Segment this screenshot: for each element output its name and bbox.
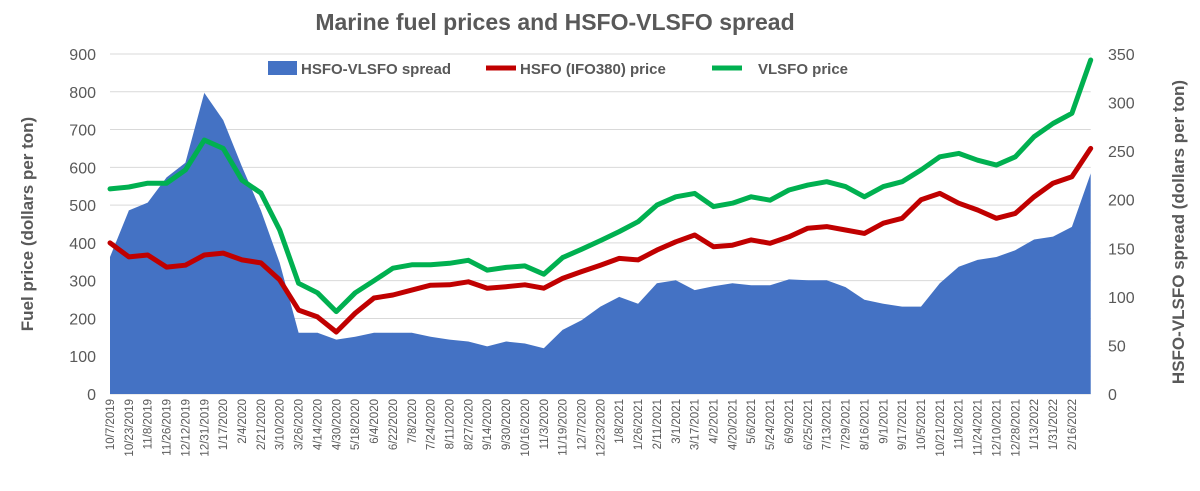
left-axis-tick-label: 300	[69, 274, 96, 291]
right-axis-tick-label: 350	[1108, 47, 1135, 64]
x-axis-tick-label: 11/8/2021	[954, 399, 966, 449]
x-axis-tick-label: 1/26/2021	[633, 399, 645, 450]
x-axis-tick-label: 7/13/2021	[822, 399, 834, 450]
x-axis-tick-label: 12/12/2019	[180, 399, 192, 457]
x-axis-tick-label: 4/14/2020	[312, 399, 324, 450]
left-axis-tick-label: 200	[69, 311, 96, 328]
x-axis-tick-label: 10/23/2019	[124, 399, 136, 457]
x-axis-tick-label: 10/16/2020	[520, 399, 532, 457]
legend-item-spread: HSFO-VLSFO spread	[268, 61, 451, 78]
x-axis-tick-label: 5/24/2021	[765, 399, 777, 450]
right-axis-tick-label: 250	[1108, 144, 1135, 161]
legend-label-vlsfo: VLSFO price	[758, 61, 848, 78]
x-axis-tick-label: 10/21/2021	[935, 399, 947, 457]
left-axis-tick-label: 500	[69, 198, 96, 215]
x-axis-tick-label: 5/6/2021	[746, 399, 758, 444]
right-axis-tick-label: 150	[1108, 241, 1135, 258]
x-axis-tick-label: 9/1/2021	[878, 399, 890, 444]
x-axis-ticks: 10/7/2019 10/23/2019 11/8/2019 11/26/2019 12…	[105, 399, 1079, 457]
x-axis-tick-label: 7/24/2020	[426, 399, 438, 450]
x-axis-tick-label: 11/3/2020	[539, 399, 551, 449]
right-axis-tick-label: 300	[1108, 96, 1135, 113]
x-axis-tick-label: 11/19/2020	[558, 399, 570, 456]
left-axis-ticks: 0 100 200 300 400 500 600 700 800 900	[69, 47, 96, 404]
x-axis-tick-label: 11/8/2019	[143, 399, 155, 449]
left-axis-title: Fuel price (dollars per ton)	[18, 117, 37, 331]
right-axis-title: HSFO-VLSFO spread (dollars per ton)	[1169, 80, 1188, 384]
left-axis-tick-label: 800	[69, 85, 96, 102]
legend-swatch-spread	[268, 61, 297, 75]
x-axis-tick-label: 11/26/2019	[162, 399, 174, 456]
right-axis-ticks: 0 50 100 150 200 250 300 350	[1108, 47, 1135, 404]
x-axis-tick-label: 9/14/2020	[482, 399, 494, 450]
right-axis-tick-label: 0	[1108, 387, 1117, 404]
left-axis-tick-label: 900	[69, 47, 96, 64]
x-axis-tick-label: 12/10/2021	[991, 399, 1003, 457]
x-axis-tick-label: 2/16/2022	[1067, 399, 1079, 450]
x-axis-tick-label: 12/23/2020	[595, 399, 607, 457]
x-axis-tick-label: 8/11/2020	[444, 399, 456, 449]
x-axis-tick-label: 6/4/2020	[369, 399, 381, 444]
chart-title: Marine fuel prices and HSFO-VLSFO spread	[315, 9, 794, 35]
left-axis-tick-label: 600	[69, 160, 96, 177]
x-axis-tick-label: 2/11/2021	[652, 399, 664, 449]
x-axis-tick-label: 6/9/2021	[784, 399, 796, 444]
x-axis-tick-label: 3/17/2021	[690, 399, 702, 450]
x-axis-tick-label: 9/17/2021	[897, 399, 909, 450]
x-axis-tick-label: 1/13/2022	[1029, 399, 1041, 450]
x-axis-tick-label: 9/30/2020	[501, 399, 513, 450]
legend-item-hsfo: HSFO (IFO380) price	[486, 61, 666, 78]
x-axis-tick-label: 4/20/2021	[727, 399, 739, 450]
x-axis-tick-label: 8/16/2021	[859, 399, 871, 450]
x-axis-tick-label: 2/21/2020	[256, 399, 268, 450]
legend-label-spread: HSFO-VLSFO spread	[301, 61, 451, 78]
x-axis-tick-label: 7/29/2021	[841, 399, 853, 450]
x-axis-tick-label: 8/27/2020	[463, 399, 475, 450]
x-axis-tick-label: 3/26/2020	[294, 399, 306, 450]
x-axis-tick-label: 1/17/2020	[218, 399, 230, 450]
x-axis-tick-label: 10/7/2019	[105, 399, 117, 450]
x-axis-tick-label: 7/8/2020	[407, 399, 419, 444]
x-axis-tick-label: 10/5/2021	[916, 399, 928, 450]
right-axis-tick-label: 200	[1108, 193, 1135, 210]
legend-item-vlsfo: VLSFO price	[712, 61, 848, 78]
x-axis-tick-label: 3/10/2020	[275, 399, 287, 450]
x-axis-tick-label: 3/1/2021	[671, 399, 683, 444]
x-axis-tick-label: 1/8/2021	[614, 399, 626, 444]
legend: HSFO-VLSFO spread HSFO (IFO380) price VL…	[268, 61, 848, 78]
x-axis-tick-label: 4/2/2021	[709, 399, 721, 444]
x-axis-tick-label: 11/24/2021	[973, 399, 985, 456]
left-axis-tick-label: 700	[69, 123, 96, 140]
x-axis-tick-label: 12/31/2019	[199, 399, 211, 457]
spread-area	[110, 93, 1091, 394]
x-axis-tick-label: 12/28/2021	[1010, 399, 1022, 457]
x-axis-tick-label: 4/30/2020	[331, 399, 343, 450]
right-axis-tick-label: 100	[1108, 290, 1135, 307]
left-axis-tick-label: 100	[69, 349, 96, 366]
x-axis-tick-label: 6/22/2020	[388, 399, 400, 450]
x-axis-tick-label: 2/4/2020	[237, 399, 249, 444]
legend-label-hsfo: HSFO (IFO380) price	[520, 61, 666, 78]
x-axis-tick-label: 6/25/2021	[803, 399, 815, 450]
x-axis-tick-label: 12/7/2020	[577, 399, 589, 450]
right-axis-tick-label: 50	[1108, 338, 1126, 355]
x-axis-tick-label: 5/18/2020	[350, 399, 362, 450]
x-axis-tick-label: 1/31/2022	[1048, 399, 1060, 450]
left-axis-tick-label: 0	[87, 387, 96, 404]
left-axis-tick-label: 400	[69, 236, 96, 253]
